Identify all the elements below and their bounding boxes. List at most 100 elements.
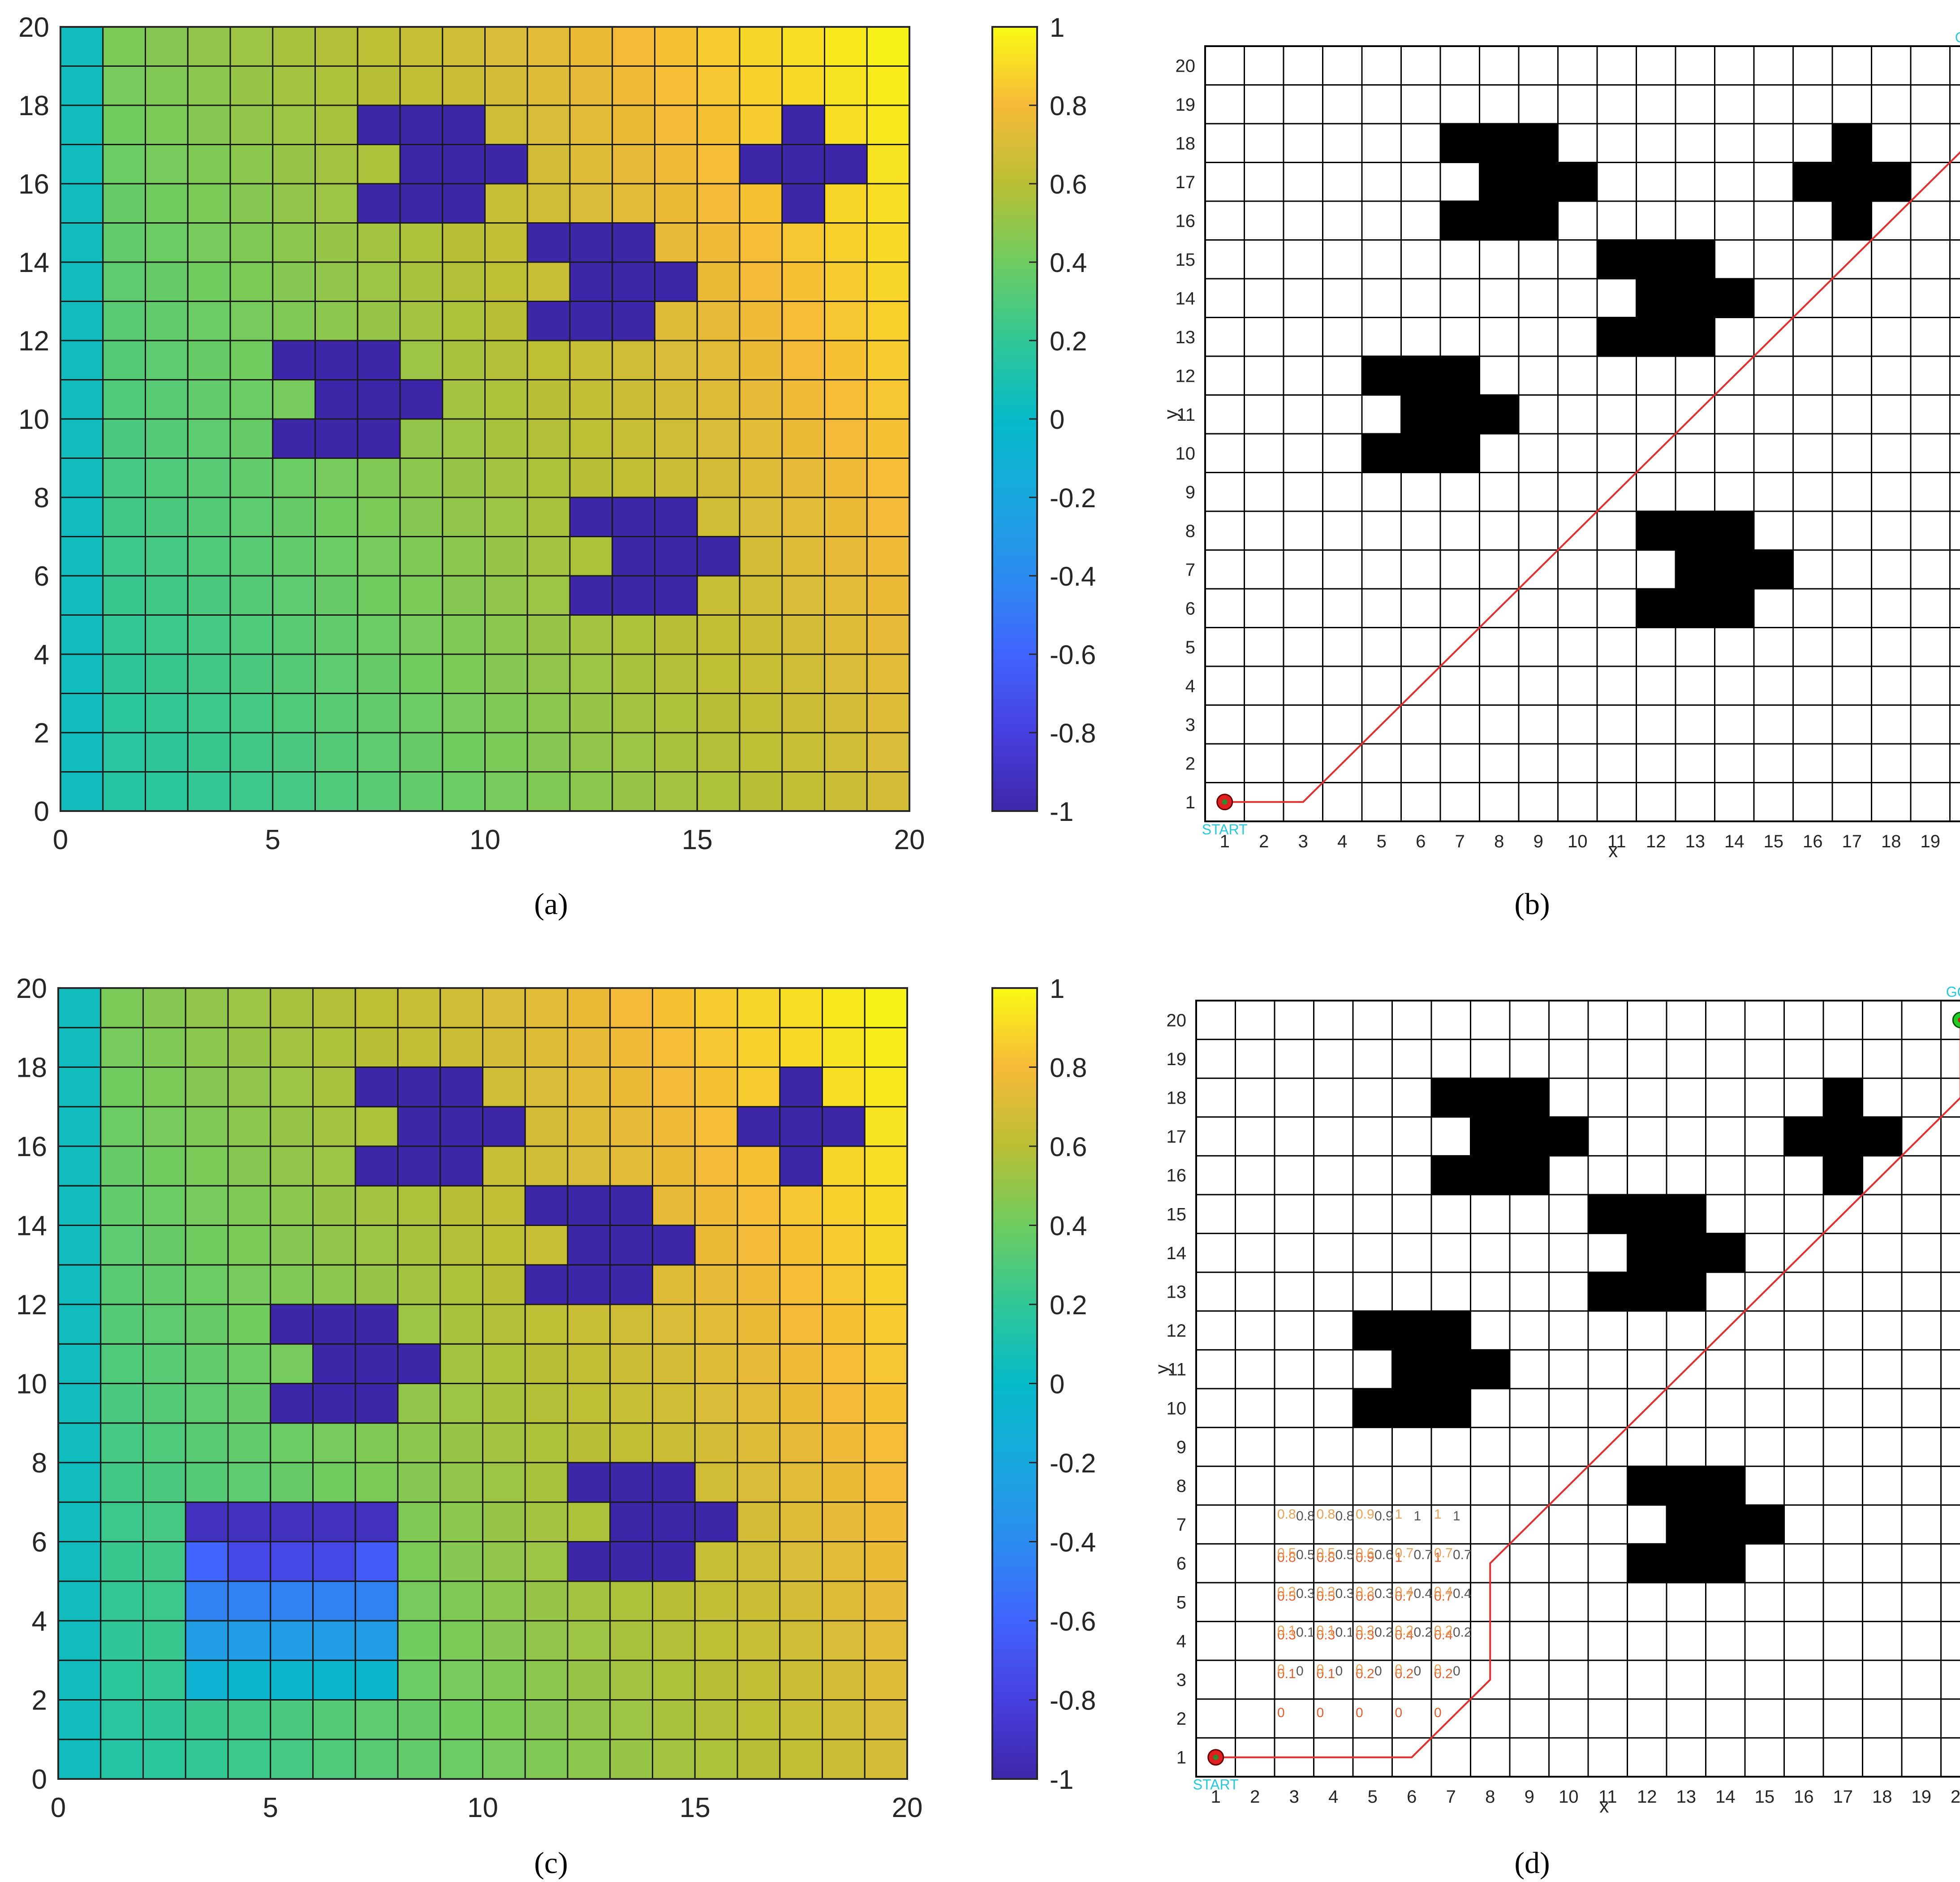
heat-cell bbox=[187, 144, 231, 185]
y-tick-label: 15 bbox=[1176, 250, 1196, 270]
heat-cell bbox=[781, 65, 825, 106]
heat-cell bbox=[439, 987, 483, 1028]
heat-cell bbox=[270, 1264, 314, 1305]
heat-cell bbox=[442, 301, 486, 341]
heat-cell bbox=[229, 614, 274, 655]
heat-cell bbox=[781, 104, 825, 145]
heat-cell bbox=[866, 496, 910, 537]
heat-cell bbox=[354, 1264, 399, 1305]
heat-cell bbox=[824, 261, 868, 302]
heat-cell bbox=[484, 104, 528, 145]
y-tick-label: 16 bbox=[16, 1131, 47, 1162]
heat-cell bbox=[399, 65, 444, 106]
obstacle-cell bbox=[1832, 124, 1872, 163]
y-tick-label: 20 bbox=[16, 973, 47, 1004]
x-tick-label: 17 bbox=[1842, 832, 1862, 851]
y-tick-label: 20 bbox=[1176, 56, 1196, 76]
heat-cell bbox=[694, 987, 738, 1028]
x-tick-label: 14 bbox=[1724, 832, 1745, 851]
x-tick-label: 13 bbox=[1685, 832, 1706, 851]
heat-cell bbox=[567, 1422, 611, 1463]
heat-cell bbox=[652, 1185, 696, 1226]
heat-cell bbox=[187, 496, 231, 537]
heat-cell bbox=[737, 1304, 781, 1345]
heat-cell bbox=[739, 614, 783, 655]
heat-cell bbox=[142, 1343, 186, 1384]
heat-cell bbox=[57, 1739, 102, 1780]
y-tick-label: 10 bbox=[1176, 444, 1196, 463]
heat-cell bbox=[567, 1659, 611, 1701]
heat-cell bbox=[524, 1225, 569, 1266]
heat-cell bbox=[739, 732, 783, 773]
y-tick-label: 18 bbox=[16, 1053, 47, 1083]
heat-cell bbox=[567, 1462, 611, 1503]
heat-cell bbox=[312, 1264, 356, 1305]
heat-cell bbox=[357, 144, 401, 185]
y-tick-label: 9 bbox=[1185, 483, 1195, 502]
heat-cell bbox=[824, 104, 868, 145]
heat-cell bbox=[609, 1699, 653, 1740]
heat-cell bbox=[824, 418, 868, 459]
heat-cell bbox=[60, 458, 104, 498]
obstacle-cell bbox=[1714, 511, 1754, 551]
heat-cell bbox=[57, 1304, 102, 1345]
heat-cell bbox=[779, 1462, 823, 1503]
heat-cell bbox=[569, 144, 613, 185]
cell-value-bottom: 0 bbox=[1317, 1705, 1324, 1720]
heat-cell bbox=[484, 301, 528, 341]
heat-cell bbox=[60, 144, 104, 185]
obstacle-cell bbox=[1353, 1389, 1393, 1428]
obstacle-cell bbox=[1832, 201, 1872, 241]
heat-cell bbox=[739, 458, 783, 498]
x-tick-label: 3 bbox=[1298, 832, 1308, 851]
heat-cell bbox=[609, 1343, 653, 1384]
heat-cell bbox=[612, 614, 655, 655]
colorbar-tick-label: 0.6 bbox=[1050, 169, 1087, 199]
heat-cell bbox=[696, 771, 741, 812]
heat-cell bbox=[824, 183, 868, 224]
heat-cell bbox=[739, 222, 783, 263]
heat-cell bbox=[354, 1501, 399, 1542]
heat-cell bbox=[524, 1185, 569, 1226]
heat-cell bbox=[484, 536, 528, 577]
heat-cell bbox=[354, 1659, 399, 1701]
heat-cell bbox=[779, 1027, 823, 1068]
heat-cell bbox=[737, 1739, 781, 1780]
y-tick-label: 4 bbox=[32, 1606, 47, 1637]
heat-cell bbox=[229, 183, 274, 224]
heat-cell bbox=[567, 1304, 611, 1345]
panel-label: (c) bbox=[534, 1846, 568, 1880]
heat-cell bbox=[227, 1185, 271, 1226]
obstacle-cell bbox=[1440, 434, 1480, 473]
heat-cell bbox=[822, 1501, 866, 1542]
heat-cell bbox=[142, 1185, 186, 1226]
heat-cell bbox=[567, 1106, 611, 1147]
x-tick-label: 5 bbox=[263, 1792, 278, 1823]
heat-cell bbox=[482, 1264, 526, 1305]
cell-value-top: 0.8 bbox=[1296, 1509, 1315, 1524]
y-tick-label: 0 bbox=[32, 1764, 47, 1795]
heat-cell bbox=[654, 575, 698, 616]
heat-cell bbox=[526, 301, 571, 341]
heat-cell bbox=[397, 1264, 441, 1305]
heat-cell bbox=[397, 1739, 441, 1780]
heat-cell bbox=[526, 65, 571, 106]
cell-value-top: 0.9 bbox=[1356, 1507, 1374, 1522]
heat-cell bbox=[439, 1659, 483, 1701]
heat-cell bbox=[612, 653, 655, 694]
heat-cell bbox=[864, 1620, 908, 1661]
heat-cell bbox=[102, 104, 146, 145]
heat-cell bbox=[654, 496, 698, 537]
heat-cell bbox=[526, 458, 571, 498]
x-tick-label: 19 bbox=[1921, 832, 1941, 851]
heat-cell bbox=[526, 144, 571, 185]
heat-cell bbox=[524, 1501, 569, 1542]
heat-cell bbox=[864, 1580, 908, 1622]
heat-cell bbox=[57, 1501, 102, 1542]
heat-cell bbox=[185, 1106, 229, 1147]
heat-cell bbox=[569, 261, 613, 302]
heat-cell bbox=[442, 379, 486, 420]
heat-cell bbox=[781, 614, 825, 655]
cell-value-bottom: 0.5 bbox=[1277, 1589, 1296, 1604]
heat-cell bbox=[781, 379, 825, 420]
